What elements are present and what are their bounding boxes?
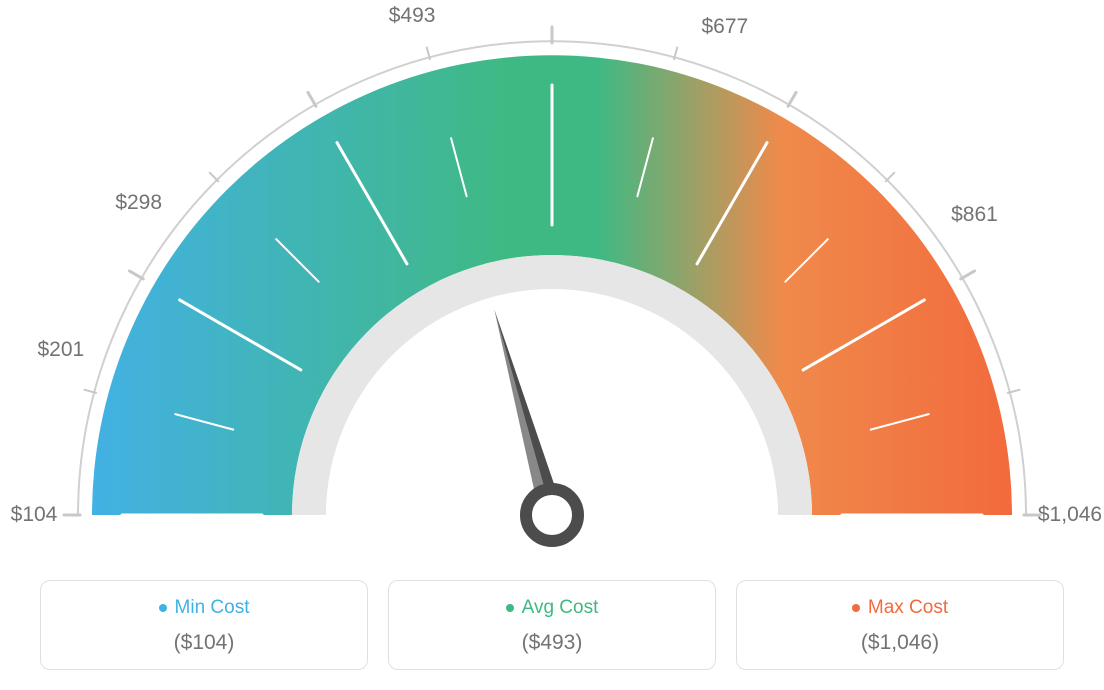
legend-title-text: Min Cost	[175, 597, 250, 619]
legend-card-max: Max Cost ($1,046)	[736, 580, 1064, 670]
gauge-svg	[0, 0, 1104, 560]
gauge-tick-label: $298	[115, 191, 162, 215]
gauge-tick-label: $104	[11, 503, 58, 527]
legend-title-avg: Avg Cost	[506, 597, 599, 619]
legend-row: Min Cost ($104) Avg Cost ($493) Max Cost…	[40, 580, 1064, 670]
legend-title-min: Min Cost	[159, 597, 250, 619]
gauge-tick-label: $1,046	[1038, 503, 1102, 527]
gauge-tick-label: $861	[951, 203, 998, 227]
gauge-tick-label: $201	[38, 338, 85, 362]
legend-value-avg: ($493)	[399, 631, 705, 655]
legend-title-max: Max Cost	[852, 597, 948, 619]
legend-title-text: Avg Cost	[522, 597, 599, 619]
legend-title-text: Max Cost	[868, 597, 948, 619]
legend-value-max: ($1,046)	[747, 631, 1053, 655]
gauge-chart: $104 $201 $298 $493 $677 $861 $1,046	[0, 0, 1104, 560]
legend-value-min: ($104)	[51, 631, 357, 655]
gauge-tick-label: $493	[389, 4, 436, 28]
gauge-tick-label: $677	[701, 15, 748, 39]
legend-card-avg: Avg Cost ($493)	[388, 580, 716, 670]
legend-card-min: Min Cost ($104)	[40, 580, 368, 670]
